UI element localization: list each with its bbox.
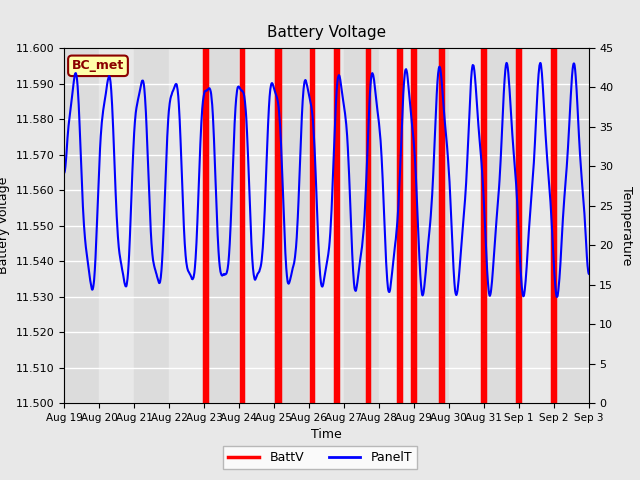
Bar <box>519 48 554 403</box>
Bar <box>554 48 589 403</box>
Bar <box>484 48 519 403</box>
Text: BC_met: BC_met <box>72 60 124 72</box>
Y-axis label: Temperature: Temperature <box>620 186 633 265</box>
Bar <box>309 48 344 403</box>
Y-axis label: Battery Voltage: Battery Voltage <box>0 177 10 274</box>
Title: Battery Voltage: Battery Voltage <box>267 25 386 40</box>
Bar <box>274 48 309 403</box>
Bar <box>64 48 99 403</box>
Bar <box>204 48 239 403</box>
Bar <box>589 48 624 403</box>
Bar <box>169 48 204 403</box>
Bar <box>239 48 274 403</box>
Bar <box>134 48 169 403</box>
X-axis label: Time: Time <box>311 429 342 442</box>
Bar <box>344 48 379 403</box>
Bar <box>449 48 484 403</box>
Bar <box>414 48 449 403</box>
Legend: BattV, PanelT: BattV, PanelT <box>223 446 417 469</box>
Bar <box>379 48 414 403</box>
Bar <box>99 48 134 403</box>
